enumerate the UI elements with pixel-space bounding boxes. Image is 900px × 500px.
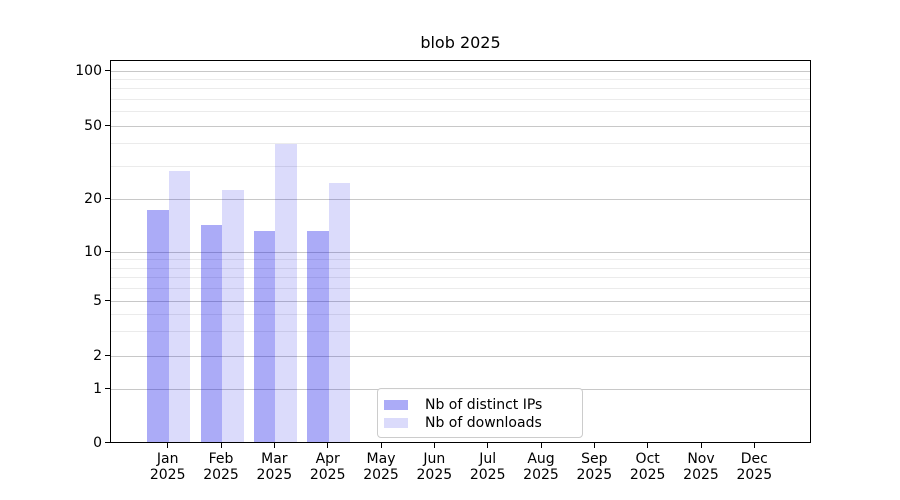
gridline-minor-40 [111, 143, 810, 145]
gridline-minor-3 [111, 331, 810, 333]
plot-area [110, 60, 811, 443]
bar-ips-feb [200, 225, 223, 442]
gridline-minor-7 [111, 277, 810, 279]
x-tickmark-feb [220, 443, 222, 448]
y-tick-label-1: 1 [93, 380, 102, 397]
legend-item-downloads: Nb of downloads [384, 414, 576, 432]
x-tick-label-jan: Jan 2025 [149, 451, 186, 483]
legend-swatch-downloads-icon [384, 418, 408, 428]
x-tickmark-apr [327, 443, 329, 448]
x-tick-label-mar: Mar 2025 [256, 451, 293, 483]
x-tick-label-jun: Jun 2025 [416, 451, 453, 483]
x-tickmark-mar [273, 443, 275, 448]
gridline-minor-6 [111, 288, 810, 290]
y-tickmark-1 [105, 387, 110, 389]
gridline-minor-9 [111, 259, 810, 261]
legend-item-ips: Nb of distinct IPs [384, 396, 576, 414]
gridline-minor-60 [111, 111, 810, 113]
bar-ips-jan [147, 210, 169, 442]
bar-downloads-apr [328, 182, 351, 442]
gridline-minor-70 [111, 98, 810, 100]
legend-swatch-ips-icon [384, 400, 408, 410]
y-tick-label-2: 2 [93, 347, 102, 364]
y-tickmark-20 [105, 197, 110, 199]
bar-downloads-feb [222, 189, 244, 442]
x-tickmark-dec [753, 443, 755, 448]
x-tick-label-apr: Apr 2025 [309, 451, 346, 483]
x-tickmark-jun [433, 443, 435, 448]
x-tickmark-nov [700, 443, 702, 448]
x-tickmark-jan [167, 443, 169, 448]
x-tick-label-oct: Oct 2025 [629, 451, 666, 483]
x-tick-label-jul: Jul 2025 [469, 451, 506, 483]
gridline-major-5 [111, 301, 810, 302]
y-tick-label-5: 5 [93, 293, 102, 309]
x-tick-label-sep: Sep 2025 [576, 451, 613, 483]
gridline-major-50 [111, 125, 810, 127]
bar-downloads-jan [168, 170, 191, 442]
y-tickmark-10 [105, 251, 110, 252]
y-tickmark-0 [105, 442, 110, 443]
legend-label-ips: Nb of distinct IPs [425, 397, 543, 413]
y-tick-label-100: 100 [75, 62, 102, 79]
gridline-minor-80 [111, 88, 810, 90]
bar-ips-apr [307, 230, 329, 442]
x-tick-label-dec: Dec 2025 [736, 451, 773, 483]
legend: Nb of distinct IPs Nb of downloads [377, 388, 583, 438]
y-tick-label-0: 0 [93, 435, 102, 451]
y-tick-label-20: 20 [84, 190, 102, 207]
x-tickmark-may [380, 443, 382, 448]
chart-title: blob 2025 [420, 33, 501, 52]
y-tick-label-50: 50 [84, 117, 102, 134]
x-tick-label-feb: Feb 2025 [203, 451, 239, 483]
gridline-major-10 [111, 252, 810, 253]
bar-ips-mar [253, 230, 276, 442]
gridline-minor-90 [111, 78, 810, 80]
gridline-minor-30 [111, 166, 810, 168]
bar-downloads-mar [275, 144, 297, 442]
gridline-major-100 [111, 70, 810, 72]
x-tickmark-aug [540, 443, 542, 448]
y-tickmark-100 [105, 69, 110, 71]
x-tickmark-jul [487, 443, 489, 448]
gridline-major-20 [111, 198, 810, 200]
gridline-minor-4 [111, 314, 810, 316]
y-tickmark-5 [105, 300, 110, 301]
x-tick-label-may: May 2025 [363, 451, 399, 483]
y-tickmark-2 [105, 354, 110, 356]
gridline-minor-8 [111, 267, 810, 269]
y-tickmark-50 [105, 124, 110, 126]
gridline-major-2 [111, 355, 810, 357]
x-tickmark-oct [647, 443, 649, 448]
x-tick-label-nov: Nov 2025 [683, 451, 719, 483]
legend-label-downloads: Nb of downloads [425, 415, 542, 431]
x-tick-label-aug: Aug 2025 [523, 451, 559, 483]
y-tick-label-10: 10 [84, 244, 102, 260]
x-tickmark-sep [593, 443, 595, 448]
